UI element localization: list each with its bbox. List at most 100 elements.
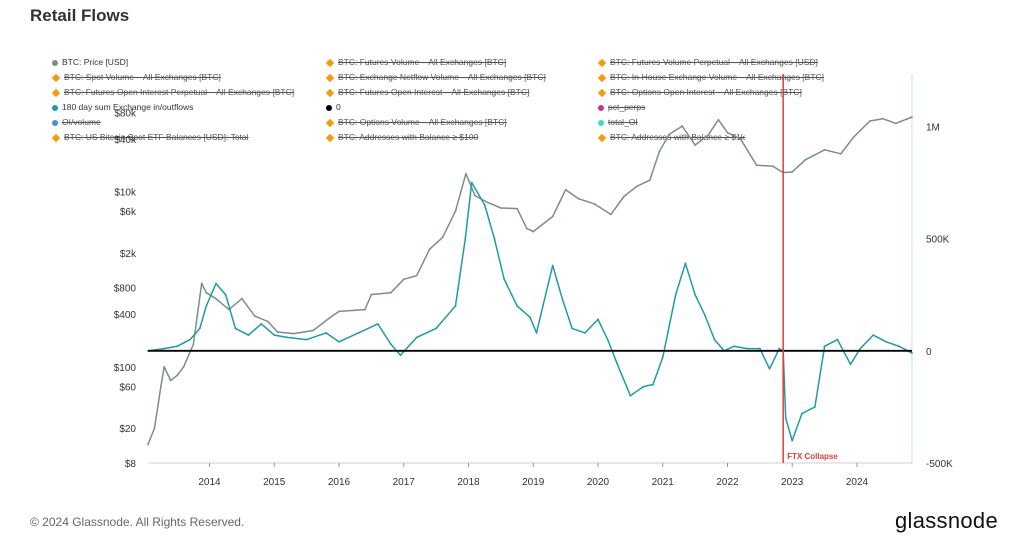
data-point — [694, 144, 697, 146]
data-point — [224, 293, 227, 296]
y-right-tick-label: -500K — [926, 459, 953, 470]
data-point — [325, 331, 327, 334]
data-point — [911, 352, 913, 354]
data-point — [726, 131, 729, 134]
data-point — [487, 201, 489, 204]
data-point — [872, 334, 875, 337]
x-tick-label: 2018 — [457, 477, 480, 488]
data-point — [694, 293, 697, 296]
legend-label: BTC: Futures Open Interest – All Exchang… — [338, 87, 530, 97]
data-point — [435, 327, 438, 330]
data-point — [529, 316, 531, 319]
y-right-tick-label: 1M — [926, 122, 940, 133]
data-point — [652, 383, 654, 386]
data-point — [160, 385, 162, 388]
dot-marker-icon — [52, 119, 58, 126]
data-point — [881, 117, 884, 120]
data-point — [898, 345, 900, 348]
data-point — [338, 340, 340, 343]
legend-item[interactable]: BTC: US Bitcoin Spot ETF Balances [USD]:… — [51, 132, 249, 142]
data-point — [273, 334, 276, 337]
series-line-btc-price — [147, 116, 913, 445]
legend-item[interactable]: BTC: Futures Open Interest Perpetual – A… — [51, 87, 295, 97]
data-point — [163, 347, 166, 350]
data-point — [707, 134, 709, 137]
series-layer — [147, 116, 913, 446]
x-tick-label: 2019 — [522, 477, 545, 488]
data-point — [551, 215, 554, 218]
data-point — [454, 305, 457, 307]
data-point — [849, 363, 852, 366]
data-point — [198, 327, 201, 330]
data-point — [147, 443, 149, 446]
legend-item[interactable]: BTC: Addresses with Balance ≥ $100 — [325, 132, 479, 142]
data-point — [717, 118, 720, 121]
y-left-tick-label: $80k — [114, 108, 137, 119]
data-point — [402, 278, 405, 281]
data-point — [648, 179, 651, 182]
legend-item[interactable]: OI/volume — [52, 117, 101, 127]
legend-item[interactable]: BTC: Options Open Interest – All Exchang… — [597, 87, 802, 97]
data-point — [338, 310, 340, 313]
legend-item[interactable]: BTC: Futures Volume Perpetual – All Exch… — [597, 57, 818, 67]
data-point — [836, 338, 839, 341]
data-point — [681, 125, 684, 127]
legend-item[interactable]: BTC: Exchange Netflow Volume – All Excha… — [325, 72, 546, 82]
legend-item[interactable]: 0 — [326, 102, 341, 112]
chart-title: Retail Flows — [30, 6, 130, 25]
data-point — [813, 406, 816, 408]
data-point — [176, 374, 179, 377]
data-point — [616, 363, 619, 366]
legend-label: BTC: Futures Open Interest Perpetual – A… — [64, 87, 295, 97]
data-point — [571, 327, 573, 330]
data-point — [658, 150, 661, 153]
y-axis-left: $8 $20 $60 $100 $400 $800 $2k $6k $10k $40k $80k — [114, 108, 137, 470]
y-left-tick-label: $400 — [114, 310, 137, 321]
glassnode-logo[interactable]: glassnode — [895, 508, 998, 533]
data-point — [399, 354, 402, 357]
data-point — [778, 347, 781, 350]
legend-item[interactable]: BTC: Addresses with Balance ≥ $1k — [597, 132, 745, 142]
legend-item[interactable]: BTC: Price [USD] — [52, 57, 128, 67]
data-point — [784, 417, 787, 420]
data-point — [493, 237, 496, 240]
legend-item[interactable]: BTC: Options Volume – All Exchanges [BTC… — [325, 117, 507, 127]
legend-item[interactable]: BTC: In-House Exchange Volume – All Exch… — [597, 72, 824, 82]
data-point — [163, 365, 166, 368]
data-point — [292, 332, 295, 335]
legend-item[interactable]: 180 day sum Exchange in/outflows — [52, 102, 193, 112]
data-point — [276, 331, 279, 333]
data-point — [415, 336, 418, 339]
data-point — [253, 315, 256, 317]
dot-marker-icon — [598, 104, 604, 111]
legend-item[interactable]: pct_perps — [598, 102, 645, 112]
legend-label: BTC: Options Open Interest – All Exchang… — [610, 87, 802, 97]
data-point — [312, 329, 315, 332]
legend-label: BTC: Addresses with Balance ≥ $100 — [338, 132, 479, 142]
legend-item[interactable]: total_OI — [598, 117, 638, 127]
data-point — [234, 327, 237, 330]
legend-item[interactable]: BTC: Futures Open Interest – All Exchang… — [325, 87, 530, 97]
dot-marker-icon — [326, 104, 332, 111]
data-point — [713, 338, 716, 341]
legend-label: BTC: Futures Volume – All Exchanges [BTC… — [338, 57, 507, 67]
legend-item[interactable]: BTC: Futures Volume – All Exchanges [BTC… — [325, 57, 507, 67]
x-tick-label: 2014 — [198, 477, 221, 488]
data-point — [357, 331, 360, 334]
ftx-collapse-label: FTX Collapse — [787, 452, 838, 461]
data-point — [328, 317, 331, 320]
data-point — [464, 237, 467, 240]
data-point — [428, 248, 431, 251]
data-point — [200, 282, 203, 285]
data-point — [247, 334, 250, 337]
copyright-text: © 2024 Glassnode. All Rights Reserved. — [30, 515, 245, 529]
data-point — [465, 172, 467, 175]
data-point — [869, 120, 871, 122]
dot-marker-icon — [598, 119, 604, 126]
legend-item[interactable]: BTC: Spot Volume – All Exchanges [BTC] — [51, 72, 221, 82]
data-point — [153, 427, 156, 430]
data-point — [205, 291, 208, 294]
data-point — [597, 318, 599, 321]
data-point — [286, 336, 289, 339]
